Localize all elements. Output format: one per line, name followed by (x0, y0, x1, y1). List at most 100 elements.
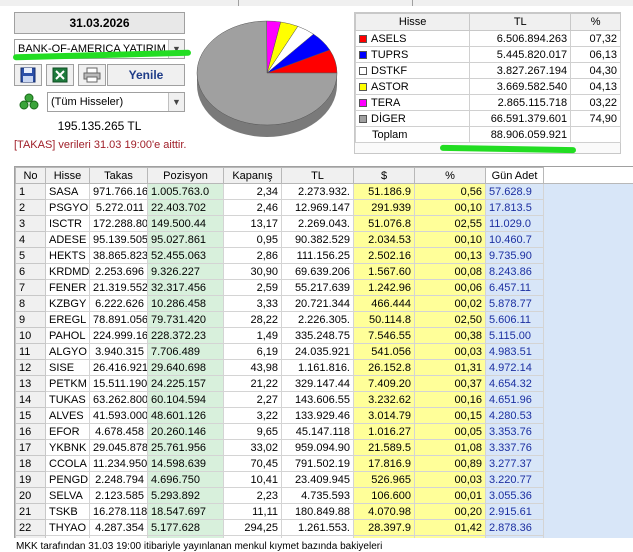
cell-usd: 51.186.9 (353, 183, 415, 200)
column-header-pozisyon[interactable]: Pozisyon (147, 167, 224, 184)
cell-filler (543, 423, 633, 440)
table-row[interactable]: 22 THYAO 4.287.354 5.177.628 294,25 1.261.553… (15, 519, 633, 536)
cell-no: 21 (15, 503, 46, 520)
cell-takas: 63.262.800 (89, 391, 148, 408)
cell-takas: 15.511.190 (89, 375, 148, 392)
cell-gun-adet: 2.878.36 (485, 519, 544, 536)
cell-takas: 5.272.011 (89, 199, 148, 216)
table-row[interactable]: 9 EREGL 78.891.056 79.731.420 28,22 2.226.305… (15, 311, 633, 328)
cell-tl: 335.248.75 (281, 327, 354, 344)
cell-kapanis: 294,25 (223, 519, 282, 536)
legend-header-0[interactable]: Hisse (354, 13, 471, 31)
cell-kapanis: 33,02 (223, 439, 282, 456)
cell-gun-adet: 10.460.7 (485, 231, 544, 248)
legend-header-1[interactable]: TL (469, 13, 572, 31)
cell-tl: 24.035.921 (281, 343, 354, 360)
cell-gun-adet: 2.915.61 (485, 503, 544, 520)
cell-hisse: HEKTS (45, 247, 90, 264)
column-header-tl[interactable]: TL (281, 167, 354, 184)
column-header-pct[interactable]: % (414, 167, 486, 184)
cell-hisse: CCOLA (45, 455, 90, 472)
cell-tl: 180.849.88 (281, 503, 354, 520)
cell-pozisyon: 95.027.861 (147, 231, 224, 248)
cell-hisse: TUKAS (45, 391, 90, 408)
column-header-takas[interactable]: Takas (89, 167, 148, 184)
table-row[interactable]: 7 FENER 21.319.552 32.317.456 2,59 55.217.639… (15, 279, 633, 296)
legend-row: TERA 2.865.115.718 03,22 (354, 94, 621, 111)
legend-pct: 74,90 (570, 110, 621, 127)
cell-pct: 01,42 (414, 519, 486, 536)
chevron-down-icon[interactable]: ▼ (168, 93, 184, 111)
filter-select[interactable]: (Tüm Hisseler) ▼ (47, 92, 185, 112)
table-row[interactable]: 3 ISCTR 172.288.80 149.500.44 13,17 2.269.043… (15, 215, 633, 232)
table-row[interactable]: 8 KZBGY 6.222.626 10.286.458 3,33 20.721.344 4… (15, 295, 633, 312)
cell-usd: 3.014.79 (353, 407, 415, 424)
table-row[interactable]: 19 PENGD 2.248.794 4.696.750 10,41 23.409.945… (15, 471, 633, 488)
cell-tl: 791.502.19 (281, 455, 354, 472)
save-button[interactable] (14, 64, 42, 86)
table-row[interactable]: 23VAKFN83.054.75186.932.6431,71142.023.6… (15, 535, 633, 538)
cell-gun-adet: 3.337.76 (485, 439, 544, 456)
print-button[interactable] (78, 64, 106, 86)
cell-tl: 959.094.90 (281, 439, 354, 456)
table-row[interactable]: 20 SELVA 2.123.585 5.293.892 2,23 4.735.593 10… (15, 487, 633, 504)
table-row[interactable]: 1 SASA 971.766.16 1.005.763.0 2,34 2.273.932.… (15, 183, 633, 200)
cell-usd: 7.546.55 (353, 327, 415, 344)
table-row[interactable]: 14 TUKAS 63.262.800 60.104.594 2,27 143.606.5… (15, 391, 633, 408)
excel-icon (52, 67, 68, 83)
column-header-no[interactable]: No (15, 167, 46, 184)
table-row[interactable]: 15 ALVES 41.593.000 48.601.126 3,22 133.929.4… (15, 407, 633, 424)
column-header-usd[interactable]: $ (353, 167, 415, 184)
cell-filler (543, 183, 633, 200)
cell-filler (543, 279, 633, 296)
table-row[interactable]: 5 HEKTS 38.865.823 52.455.063 2,86 111.156.25… (15, 247, 633, 264)
cell-no: 16 (15, 423, 46, 440)
cell-hisse: THYAO (45, 519, 90, 536)
cell-tl: 1.161.816. (281, 359, 354, 376)
legend-swatch (359, 66, 367, 75)
cell-usd: 50.114.8 (353, 311, 415, 328)
table-row[interactable]: 16 EFOR 4.678.458 20.260.146 9,65 45.147.118 1… (15, 423, 633, 440)
column-header-filler (543, 167, 633, 184)
cell-kapanis: 11,11 (223, 503, 282, 520)
cell-takas: 4.678.458 (89, 423, 148, 440)
column-header-kapanis[interactable]: Kapanış (223, 167, 282, 184)
holdings-grid[interactable]: No Hisse Takas Pozisyon Kapanış TL $% Gün Adet … (14, 166, 633, 538)
table-row[interactable]: 17 YKBNK 29.045.878 25.761.956 33,02 959.094.… (15, 439, 633, 456)
cell-takas: 78.891.056 (89, 311, 148, 328)
cell-tl: 90.382.529 (281, 231, 354, 248)
table-row[interactable]: 12 SISE 26.416.921 29.640.698 43,98 1.161.816… (15, 359, 633, 376)
table-row[interactable]: 21 TSKB 16.278.118 18.547.697 11,11 180.849.8… (15, 503, 633, 520)
cell-usd: 1.016.27 (353, 423, 415, 440)
legend-name: DİGER (371, 112, 406, 125)
legend-pct: 03,22 (570, 94, 621, 111)
cell-filler (543, 535, 633, 538)
cell-usd: 2.034.53 (353, 231, 415, 248)
legend-swatch (359, 98, 367, 107)
cell-takas: 41.593.000 (89, 407, 148, 424)
cell-pct: 00,10 (414, 231, 486, 248)
column-header-gun-adet[interactable]: Gün Adet (485, 167, 544, 184)
legend-header-2[interactable]: % (570, 13, 621, 31)
column-header-hisse[interactable]: Hisse (45, 167, 90, 184)
cell-usd: 526.965 (353, 471, 415, 488)
table-row[interactable]: 4 ADESE 95.139.505 95.027.861 0,95 90.382.529… (15, 231, 633, 248)
cell-tl: 111.156.25 (281, 247, 354, 264)
cell-usd: 1.567.60 (353, 263, 415, 280)
table-row[interactable]: 11 ALGYO 3.940.315 7.706.489 6,19 24.035.921 5… (15, 343, 633, 360)
cell-tl: 2.226.305. (281, 311, 354, 328)
table-row[interactable]: 13 PETKM 15.511.190 24.225.157 21,22 329.147.… (15, 375, 633, 392)
cell-pozisyon: 29.640.698 (147, 359, 224, 376)
table-row[interactable]: 10 PAHOL 224.999.16 228.372.23 1,49 335.248.7… (15, 327, 633, 344)
cell-pct: 00,16 (414, 391, 486, 408)
legend-name-cell: DİGER (354, 110, 471, 127)
table-row[interactable]: 18 CCOLA 11.234.950 14.598.639 70,45 791.502.… (15, 455, 633, 472)
table-row[interactable]: 6 KRDMD 2.253.696 9.326.227 30,90 69.639.206 1… (15, 263, 633, 280)
excel-export-button[interactable] (46, 64, 74, 86)
cell-pozisyon: 5.293.892 (147, 487, 224, 504)
table-row[interactable]: 2 PSGYO 5.272.011 22.403.702 2,46 12.969.147 2… (15, 199, 633, 216)
refresh-button[interactable]: Yenile (107, 64, 185, 86)
cell-usd: 106.600 (353, 487, 415, 504)
cell-no: 6 (15, 263, 46, 280)
cell-hisse: SASA (45, 183, 90, 200)
